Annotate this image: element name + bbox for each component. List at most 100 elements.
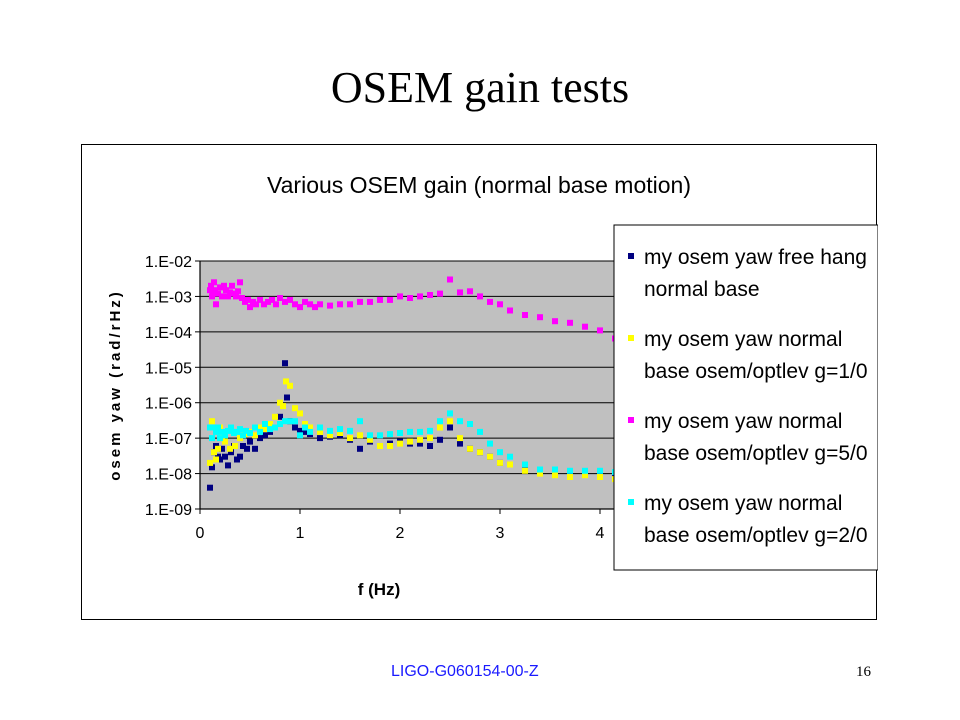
data-point-series-2 bbox=[277, 399, 283, 406]
data-point-series-1 bbox=[225, 462, 231, 469]
data-point-series-4 bbox=[217, 435, 223, 442]
data-point-series-4 bbox=[507, 453, 513, 460]
data-point-series-1 bbox=[228, 449, 234, 456]
legend-label-series-2: my osem yaw normal base osem/optlev g=1/0 bbox=[644, 328, 868, 383]
data-point-series-3 bbox=[337, 301, 343, 308]
data-point-series-2 bbox=[280, 403, 286, 410]
data-point-series-3 bbox=[237, 279, 243, 286]
data-point-series-2 bbox=[477, 449, 483, 456]
y-tick-labels: 1.E-02 1.E-03 1.E-04 1.E-05 1.E-06 1.E-07 1.E-… bbox=[145, 254, 192, 519]
legend-label-series-1: my osem yaw free hang normal base bbox=[644, 246, 867, 301]
data-point-series-3 bbox=[537, 314, 543, 321]
x-tick-label: 1 bbox=[296, 525, 305, 542]
data-point-series-3 bbox=[208, 282, 214, 289]
data-point-series-4 bbox=[327, 427, 333, 434]
page-number: 16 bbox=[856, 664, 871, 680]
data-point-series-2 bbox=[357, 432, 363, 439]
data-point-series-3 bbox=[417, 293, 423, 300]
data-point-series-2 bbox=[213, 456, 219, 463]
data-point-series-3 bbox=[582, 323, 588, 330]
data-point-series-4 bbox=[307, 428, 313, 435]
legend-marker-series-2 bbox=[628, 335, 634, 341]
data-point-series-3 bbox=[227, 289, 233, 296]
y-tick-label: 1.E-02 bbox=[145, 254, 192, 271]
data-point-series-2 bbox=[497, 459, 503, 466]
x-axis-label: f (Hz) bbox=[358, 580, 400, 599]
data-point-series-4 bbox=[417, 428, 423, 435]
data-point-series-3 bbox=[377, 296, 383, 303]
data-point-series-1 bbox=[437, 436, 443, 443]
data-point-series-2 bbox=[272, 413, 278, 420]
data-point-series-2 bbox=[207, 459, 213, 466]
data-point-series-1 bbox=[207, 484, 213, 491]
data-point-series-1 bbox=[457, 440, 463, 447]
slide-title: OSEM gain tests bbox=[330, 63, 630, 112]
data-point-series-4 bbox=[267, 426, 273, 433]
data-point-series-3 bbox=[522, 312, 528, 318]
data-point-series-4 bbox=[272, 424, 278, 431]
data-point-series-3 bbox=[347, 301, 353, 308]
data-point-series-4 bbox=[582, 467, 588, 474]
data-point-series-2 bbox=[232, 443, 238, 449]
data-point-series-2 bbox=[367, 436, 373, 443]
chart-title: Various OSEM gain (normal base motion) bbox=[267, 172, 691, 198]
data-point-series-3 bbox=[597, 327, 603, 334]
data-point-series-4 bbox=[337, 426, 343, 433]
data-point-series-4 bbox=[377, 432, 383, 439]
data-point-series-2 bbox=[597, 474, 603, 480]
data-point-series-2 bbox=[292, 405, 298, 412]
data-point-series-4 bbox=[207, 424, 213, 431]
data-point-series-4 bbox=[237, 426, 243, 433]
data-point-series-3 bbox=[307, 301, 313, 308]
data-point-series-4 bbox=[297, 432, 303, 439]
data-point-series-4 bbox=[257, 428, 263, 435]
data-point-series-2 bbox=[437, 424, 443, 431]
data-point-series-3 bbox=[317, 301, 323, 308]
data-point-series-2 bbox=[307, 424, 313, 431]
data-point-series-4 bbox=[240, 432, 246, 439]
legend: my osem yaw free hang normal base my osem … bbox=[613, 224, 878, 571]
data-point-series-4 bbox=[222, 432, 228, 439]
y-tick-label: 1.E-08 bbox=[145, 467, 192, 484]
x-tick-label: 4 bbox=[596, 525, 605, 542]
data-point-series-2 bbox=[297, 410, 303, 417]
data-point-series-3 bbox=[507, 307, 513, 314]
data-point-series-3 bbox=[302, 298, 308, 305]
data-point-series-2 bbox=[283, 378, 289, 385]
data-point-series-3 bbox=[229, 282, 235, 289]
data-point-series-3 bbox=[239, 295, 245, 301]
data-point-series-4 bbox=[211, 424, 217, 431]
data-point-series-2 bbox=[209, 418, 215, 425]
data-point-series-1 bbox=[262, 432, 268, 439]
data-point-series-4 bbox=[447, 410, 453, 417]
y-tick-label: 1.E-06 bbox=[145, 396, 192, 413]
data-point-series-4 bbox=[357, 418, 363, 425]
data-point-series-3 bbox=[367, 298, 373, 305]
data-point-series-2 bbox=[227, 445, 233, 452]
data-point-series-4 bbox=[228, 424, 234, 431]
data-point-series-1 bbox=[257, 435, 263, 442]
data-point-series-3 bbox=[225, 293, 231, 300]
data-point-series-3 bbox=[253, 301, 259, 308]
data-point-series-1 bbox=[427, 443, 433, 449]
data-point-series-1 bbox=[284, 394, 290, 401]
data-point-series-3 bbox=[261, 301, 267, 308]
data-point-series-2 bbox=[487, 453, 493, 460]
data-point-series-3 bbox=[207, 287, 213, 294]
data-point-series-4 bbox=[243, 427, 249, 434]
y-tick-label: 1.E-03 bbox=[145, 289, 192, 306]
data-point-series-2 bbox=[327, 432, 333, 439]
data-point-series-3 bbox=[497, 301, 503, 308]
data-point-series-4 bbox=[287, 418, 293, 425]
data-point-series-2 bbox=[302, 421, 308, 427]
data-point-series-3 bbox=[407, 295, 413, 301]
data-point-series-2 bbox=[552, 472, 558, 479]
data-point-series-3 bbox=[265, 298, 271, 305]
data-point-series-3 bbox=[477, 293, 483, 300]
data-point-series-3 bbox=[219, 293, 225, 300]
data-point-series-1 bbox=[447, 424, 453, 431]
data-point-series-4 bbox=[457, 418, 463, 425]
data-point-series-2 bbox=[417, 436, 423, 443]
y-tick-label: 1.E-04 bbox=[145, 325, 192, 342]
y-tick-label: 1.E-07 bbox=[145, 431, 192, 448]
